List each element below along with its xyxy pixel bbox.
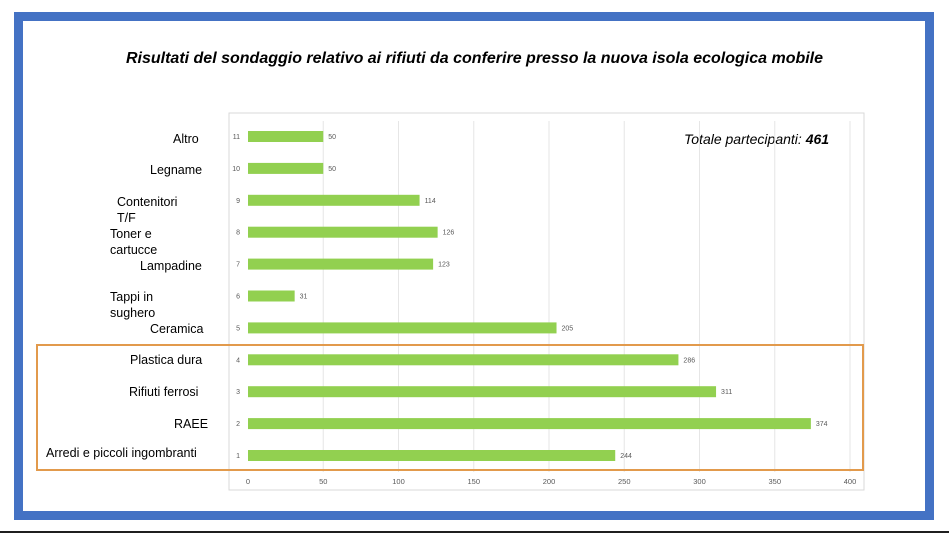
row-number-label: 8: [236, 230, 240, 237]
bar: [248, 162, 324, 174]
bar: [248, 194, 420, 206]
data-label: 31: [300, 294, 308, 301]
bar: [248, 131, 324, 142]
bar: [248, 386, 717, 398]
data-label: 374: [816, 421, 828, 428]
category-label: Rifiuti ferrosi: [129, 385, 199, 399]
bar: [248, 418, 811, 430]
highlight-box: [36, 344, 864, 471]
category-label: Legname: [150, 163, 203, 177]
data-label: 114: [425, 198, 436, 205]
row-number-label: 3: [236, 389, 240, 396]
row-number-label: 11: [233, 134, 240, 141]
chart-title: Risultati del sondaggio relativo ai rifi…: [125, 50, 824, 67]
category-label: Lampadine: [140, 259, 202, 273]
category-label: Contenitori T/F: [117, 195, 178, 225]
x-tick-label: 200: [543, 477, 556, 486]
row-number-label: 10: [232, 166, 240, 173]
x-tick-label: 350: [768, 477, 781, 486]
x-tick-label: 50: [319, 477, 327, 486]
data-label: 126: [443, 230, 455, 237]
total-label: Totale partecipanti:: [684, 131, 806, 147]
total-participants: Totale partecipanti: 461: [684, 131, 829, 147]
bar: [248, 226, 438, 238]
category-label: Ceramica: [150, 322, 204, 336]
plot-area: [228, 112, 865, 491]
row-number-label: 7: [236, 262, 240, 269]
row-number-label: 5: [236, 325, 240, 332]
bar: [248, 258, 434, 270]
x-tick-label: 0: [246, 477, 250, 486]
x-tick-label: 400: [844, 477, 857, 486]
row-number-label: 6: [236, 294, 240, 301]
category-label: Toner e cartucce: [110, 227, 158, 257]
x-tick-label: 150: [467, 477, 480, 486]
category-label: Arredi e piccoli ingombranti: [46, 446, 197, 460]
row-number-label: 9: [236, 198, 240, 205]
x-tick-label: 300: [693, 477, 706, 486]
row-number-label: 4: [236, 357, 240, 364]
bar: [248, 450, 616, 461]
category-label: Tappi in sughero: [110, 290, 156, 320]
data-label: 50: [328, 166, 336, 173]
bar: [248, 354, 679, 366]
x-tick-label: 100: [392, 477, 405, 486]
bar: [248, 322, 557, 334]
bottom-divider: [0, 531, 949, 533]
category-label: RAEE: [174, 417, 209, 431]
data-label: 205: [562, 325, 574, 332]
category-label: Altro: [173, 132, 199, 146]
data-label: 286: [683, 357, 695, 364]
data-label: 123: [438, 262, 450, 269]
row-number-label: 2: [236, 421, 240, 428]
category-label: Plastica dura: [130, 353, 203, 367]
data-label: 50: [328, 134, 336, 141]
row-number-label: 1: [236, 453, 240, 460]
total-value: 461: [805, 131, 830, 147]
data-label: 244: [620, 453, 632, 460]
bar: [248, 290, 295, 302]
data-label: 311: [721, 389, 732, 396]
x-tick-label: 250: [618, 477, 631, 486]
